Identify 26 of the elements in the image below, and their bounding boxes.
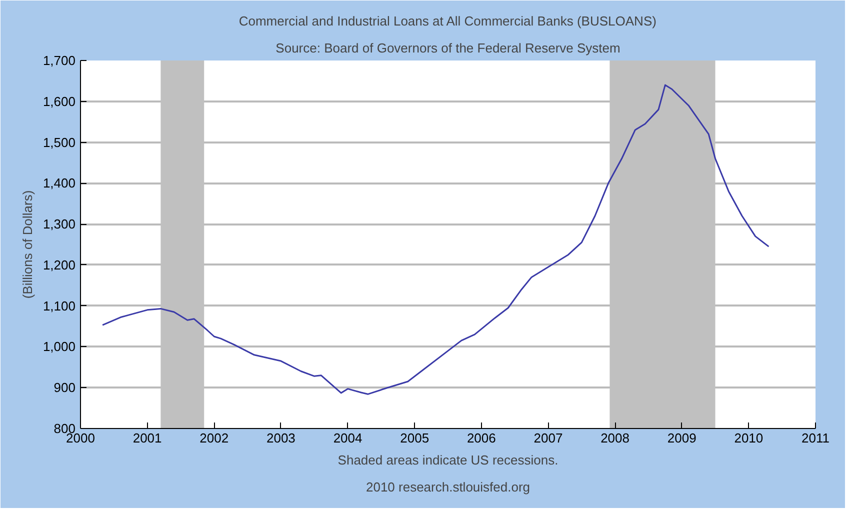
y-tick-label: 1,300 xyxy=(42,216,76,232)
chart-title: Commercial and Industrial Loans at All Commercial Banks (BUSLOANS) xyxy=(238,14,656,28)
x-tick-label: 2003 xyxy=(266,430,296,446)
x-tick-label: 2008 xyxy=(600,430,630,446)
y-tick-label: 1,500 xyxy=(42,134,76,150)
x-tick-label: 2005 xyxy=(400,430,430,446)
y-tick-label: 900 xyxy=(54,380,76,396)
y-axis-title: (Billions of Dollars) xyxy=(20,190,35,299)
x-tick-label: 2011 xyxy=(802,430,830,446)
x-tick-label: 2004 xyxy=(333,430,362,446)
x-tick-label: 2006 xyxy=(466,430,496,446)
y-tick-label: 1,100 xyxy=(42,298,76,314)
x-tick-label: 2007 xyxy=(534,430,563,446)
x-tick-label: 2010 xyxy=(734,430,764,446)
x-tick-label: 2001 xyxy=(132,430,162,446)
y-tick-label: 1,400 xyxy=(42,176,76,191)
x-tick-label: 2002 xyxy=(200,430,229,446)
line-series xyxy=(102,84,770,395)
y-tick-label: 1,700 xyxy=(42,53,76,68)
x-tick-label: 2009 xyxy=(667,430,696,446)
text: 2010 research.stlouisfed.org xyxy=(366,480,530,494)
y-tick-label: 1,600 xyxy=(42,94,76,109)
y-tick-label: 1,200 xyxy=(42,257,76,272)
chart-subtitle: Source: Board of Governors of the Federal Reserve System xyxy=(276,40,620,56)
y-tick-label: 1,000 xyxy=(42,339,76,354)
text: Shaded areas indicate US recessions. xyxy=(338,452,558,468)
